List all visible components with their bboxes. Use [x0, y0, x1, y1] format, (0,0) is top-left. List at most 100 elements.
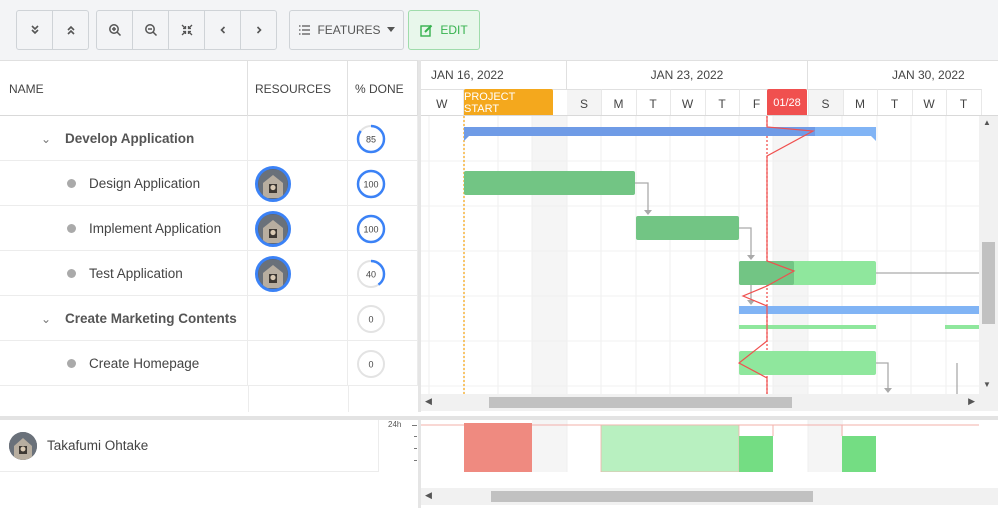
- name-cell[interactable]: Test Application: [0, 251, 248, 296]
- parent-bar-develop-application[interactable]: [464, 127, 876, 141]
- grid-empty-space: [0, 386, 418, 412]
- resource-avatar[interactable]: [255, 165, 291, 202]
- column-header-resources-label: RESOURCES: [255, 82, 332, 96]
- scroll-up-icon[interactable]: ▲: [983, 118, 991, 127]
- grid-row[interactable]: ⌄ Create Marketing Contents 0: [0, 296, 418, 341]
- task-name: Create Marketing Contents: [65, 311, 237, 326]
- task-name: Design Application: [89, 176, 201, 191]
- column-header-percent-done[interactable]: % DONE: [348, 61, 418, 117]
- project-start-label: PROJECT START: [464, 89, 553, 115]
- scroll-left-icon[interactable]: ◀: [425, 490, 432, 500]
- resources-cell[interactable]: [248, 341, 348, 386]
- previous-button[interactable]: [204, 10, 241, 50]
- resources-cell[interactable]: [248, 116, 348, 161]
- name-cell[interactable]: Implement Application: [0, 206, 248, 251]
- name-cell[interactable]: ⌄ Develop Application: [0, 116, 248, 161]
- day-cell: T: [636, 89, 671, 115]
- features-button[interactable]: FEATURES: [289, 10, 404, 50]
- percent-done-ring[interactable]: 0: [355, 348, 387, 380]
- zoom-to-fit-button[interactable]: [168, 10, 205, 50]
- task-name: Develop Application: [65, 131, 195, 146]
- grid-header: NAME RESOURCES % DONE: [0, 60, 418, 117]
- day-cell: T: [705, 89, 740, 115]
- expand-all-button[interactable]: [16, 10, 53, 50]
- horizontal-scrollbar[interactable]: ◀ ▶: [421, 394, 979, 411]
- horizontal-scroll-thumb[interactable]: [489, 397, 792, 408]
- row-lines: [421, 160, 979, 387]
- percent-done-cell[interactable]: 0: [348, 296, 418, 341]
- grid-row[interactable]: Design Application 100: [0, 161, 418, 206]
- percent-done-ring[interactable]: 85: [355, 123, 387, 155]
- collapse-chevron-icon[interactable]: ⌄: [41, 311, 52, 326]
- percent-done-cell[interactable]: 85: [348, 116, 418, 161]
- zoom-in-button[interactable]: [96, 10, 133, 50]
- chevron-left-icon: [219, 26, 225, 34]
- task-bar-design-application[interactable]: [464, 171, 635, 195]
- task-bar-create-homepage[interactable]: [739, 351, 876, 375]
- zoom-nav-group: [96, 10, 277, 50]
- edit-icon: [420, 24, 433, 37]
- collapse-all-button[interactable]: [52, 10, 89, 50]
- today-label: 01/28: [767, 89, 807, 115]
- percent-done-value: 85: [366, 134, 376, 144]
- percent-done-value: 100: [363, 179, 378, 189]
- percent-done-ring[interactable]: 40: [355, 258, 387, 290]
- scroll-left-icon[interactable]: ◀: [425, 396, 432, 406]
- percent-done-cell[interactable]: 0: [348, 341, 418, 386]
- name-cell[interactable]: ⌄ Create Marketing Contents: [0, 296, 248, 341]
- dependency-arrows: [644, 210, 892, 393]
- leaf-bullet-icon: [67, 224, 76, 233]
- day-cell: S: [808, 89, 844, 115]
- zoom-out-icon: [144, 24, 157, 37]
- scroll-right-icon[interactable]: ▶: [968, 396, 975, 406]
- percent-done-value: 100: [363, 224, 378, 234]
- resource-row: Takafumi Ohtake: [0, 420, 378, 472]
- vertical-scrollbar[interactable]: ▲ ▼: [979, 116, 998, 394]
- histogram-bar: [739, 436, 773, 472]
- scroll-down-icon[interactable]: ▼: [983, 380, 991, 389]
- column-header-percent-label: % DONE: [355, 82, 404, 96]
- resources-cell[interactable]: [248, 296, 348, 341]
- weekend-column: [532, 116, 567, 394]
- vertical-scroll-thumb[interactable]: [982, 242, 995, 324]
- histogram-scroll-thumb[interactable]: [491, 491, 813, 502]
- resources-cell[interactable]: [248, 206, 348, 251]
- edit-button[interactable]: EDIT: [408, 10, 480, 50]
- percent-done-ring[interactable]: 100: [355, 213, 387, 245]
- parent-bar-create-marketing-contents[interactable]: [739, 306, 979, 329]
- histogram-horizontal-scrollbar[interactable]: ◀: [421, 488, 998, 505]
- task-bar-test-application[interactable]: [739, 261, 876, 285]
- grid-splitter[interactable]: [418, 60, 421, 412]
- next-button[interactable]: [240, 10, 277, 50]
- grid-row[interactable]: Create Homepage 0: [0, 341, 418, 386]
- name-cell[interactable]: Design Application: [0, 161, 248, 206]
- percent-done-ring[interactable]: 0: [355, 303, 387, 335]
- resources-cell[interactable]: [248, 161, 348, 206]
- collapse-chevron-icon[interactable]: ⌄: [41, 131, 52, 146]
- task-bar-implement-application[interactable]: [636, 216, 739, 240]
- percent-done-cell[interactable]: 40: [348, 251, 418, 296]
- avatar-icon: [259, 214, 287, 243]
- percent-done-cell[interactable]: 100: [348, 161, 418, 206]
- day-cell: M: [843, 89, 878, 115]
- percent-done-value: 0: [368, 359, 373, 369]
- grid-row[interactable]: ⌄ Develop Application 85: [0, 116, 418, 161]
- resource-avatar[interactable]: [255, 210, 291, 247]
- histogram-splitter[interactable]: [418, 420, 421, 508]
- scroll-corner: [979, 394, 998, 411]
- column-header-name[interactable]: NAME: [0, 61, 248, 117]
- histogram-bar-overload: [464, 423, 532, 472]
- name-cell[interactable]: Create Homepage: [0, 341, 248, 386]
- gantt-chart: [421, 116, 979, 394]
- grid-row[interactable]: Test Application 40: [0, 251, 418, 296]
- percent-done-cell[interactable]: 100: [348, 206, 418, 251]
- avatar-icon: [259, 259, 287, 288]
- resources-cell[interactable]: [248, 251, 348, 296]
- column-header-resources[interactable]: RESOURCES: [248, 61, 348, 117]
- zoom-out-button[interactable]: [132, 10, 169, 50]
- resource-avatar[interactable]: [255, 255, 291, 292]
- grid-row[interactable]: Implement Application 100: [0, 206, 418, 251]
- resource-name: Takafumi Ohtake: [47, 438, 149, 453]
- percent-done-ring[interactable]: 100: [355, 168, 387, 200]
- week-label: JAN 30, 2022: [808, 61, 998, 89]
